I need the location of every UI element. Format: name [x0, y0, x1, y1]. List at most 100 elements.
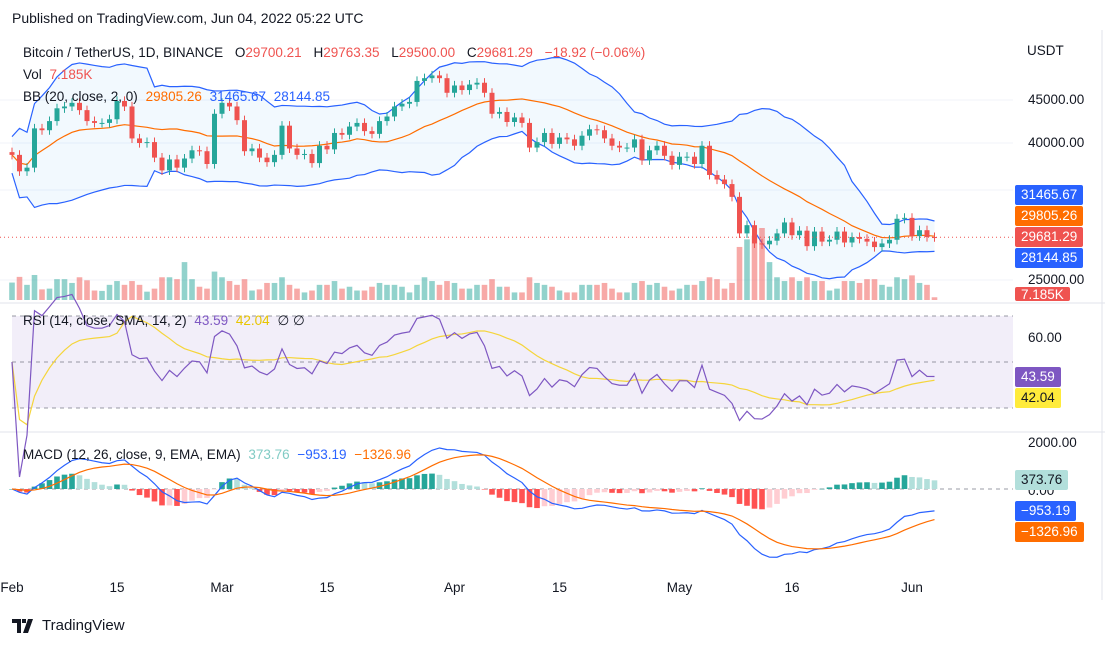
volume-bar [91, 290, 98, 300]
candle [737, 196, 742, 234]
candle [632, 139, 637, 148]
volume-bar [189, 279, 195, 300]
macd-histogram-bar [406, 478, 413, 489]
candle [744, 225, 750, 234]
candle [489, 92, 495, 114]
macd-histogram-bar [451, 481, 458, 489]
macd-signal-box: −1326.96 [1015, 522, 1084, 542]
volume-bar [886, 286, 893, 300]
x-axis-tick: 15 [319, 580, 334, 595]
volume-label: Vol [23, 67, 42, 82]
macd-histogram-bar [796, 489, 803, 494]
candle [587, 129, 592, 136]
volume-bar [549, 286, 555, 300]
volume-bar [391, 284, 398, 300]
macd-histogram-bar [436, 474, 443, 489]
tradingview-logo[interactable]: TradingView [12, 617, 125, 634]
candle [534, 142, 540, 148]
volume-bar [384, 284, 390, 300]
candle [167, 159, 172, 171]
candle [362, 122, 367, 132]
volume-bar [121, 284, 128, 300]
change-value: −18.92 (−0.06%) [544, 45, 646, 60]
last-price-box: 29681.29 [1015, 227, 1084, 247]
volume-bar [699, 281, 705, 300]
macd-hist-box: 373.76 [1015, 470, 1069, 490]
volume-bar [316, 284, 323, 300]
macd-histogram-bar [849, 483, 855, 489]
volume-bar [61, 279, 68, 300]
volume-bar [474, 284, 480, 300]
macd-histogram-bar [871, 482, 878, 489]
macd-histogram-bar [564, 489, 570, 503]
macd-histogram-bar [346, 483, 353, 489]
bb-upper-price-box: 31465.67 [1015, 185, 1084, 205]
macd-histogram-bar [556, 489, 563, 504]
volume-bar [564, 292, 570, 300]
macd-histogram-bar [834, 484, 840, 489]
bb-lower-line [11, 130, 935, 280]
candle [752, 225, 757, 244]
candle [647, 150, 652, 161]
volume-bar [481, 284, 488, 300]
macd-histogram-bar [384, 481, 390, 489]
volume-bar [69, 282, 75, 300]
volume-bar [324, 284, 330, 300]
volume-bar [849, 281, 855, 300]
volume-bar [294, 288, 300, 300]
volume-bar [76, 277, 83, 300]
candle [692, 156, 697, 164]
candle [437, 75, 442, 79]
macd-histogram-bar [474, 486, 480, 489]
candle [579, 135, 585, 146]
candle [332, 132, 337, 150]
volume-bar [706, 277, 713, 300]
candle [92, 121, 97, 123]
macd-histogram-bar [444, 478, 450, 489]
volume-bar [151, 288, 158, 300]
macd-histogram-bar [609, 489, 615, 493]
volume-bar [271, 282, 278, 300]
volume-bar [924, 284, 930, 300]
macd-histogram-bar [594, 489, 600, 493]
candle [9, 152, 15, 155]
rsi-extra: ∅ ∅ [277, 313, 305, 328]
candle [834, 231, 840, 240]
macd-histogram-bar [204, 489, 210, 499]
candle [564, 137, 570, 140]
volume-bar [249, 290, 255, 300]
candle [249, 148, 255, 152]
candle [114, 101, 120, 120]
macd-histogram-bar [354, 481, 360, 489]
macd-histogram-bar [211, 489, 218, 490]
rsi-ma-value: 42.04 [235, 313, 270, 328]
macd-histogram-bar [16, 489, 23, 492]
macd-histogram-bar [369, 483, 375, 489]
candle [594, 129, 600, 131]
candle [99, 122, 105, 124]
candle [294, 148, 300, 155]
candle [812, 231, 817, 247]
macd-histogram-bar [316, 489, 323, 492]
candle [39, 128, 45, 131]
candle [279, 125, 285, 155]
macd-histogram-bar [136, 489, 143, 496]
volume-bar [9, 282, 15, 300]
macd-histogram-bar [294, 489, 300, 493]
candle [887, 239, 892, 244]
candle [819, 231, 825, 242]
macd-histogram-bar [481, 489, 488, 490]
macd-histogram-bar [519, 489, 525, 504]
volume-bar [669, 290, 675, 300]
macd-histogram-bar [804, 489, 810, 494]
candle [467, 84, 472, 91]
volume-bar [744, 239, 750, 300]
macd-histogram-bar [909, 476, 915, 489]
high-label: H [313, 45, 324, 60]
candle [932, 237, 937, 239]
volume-bar [781, 281, 788, 300]
candle [459, 85, 465, 91]
volume-bar [166, 277, 173, 300]
close-value: 29681.29 [476, 45, 533, 60]
